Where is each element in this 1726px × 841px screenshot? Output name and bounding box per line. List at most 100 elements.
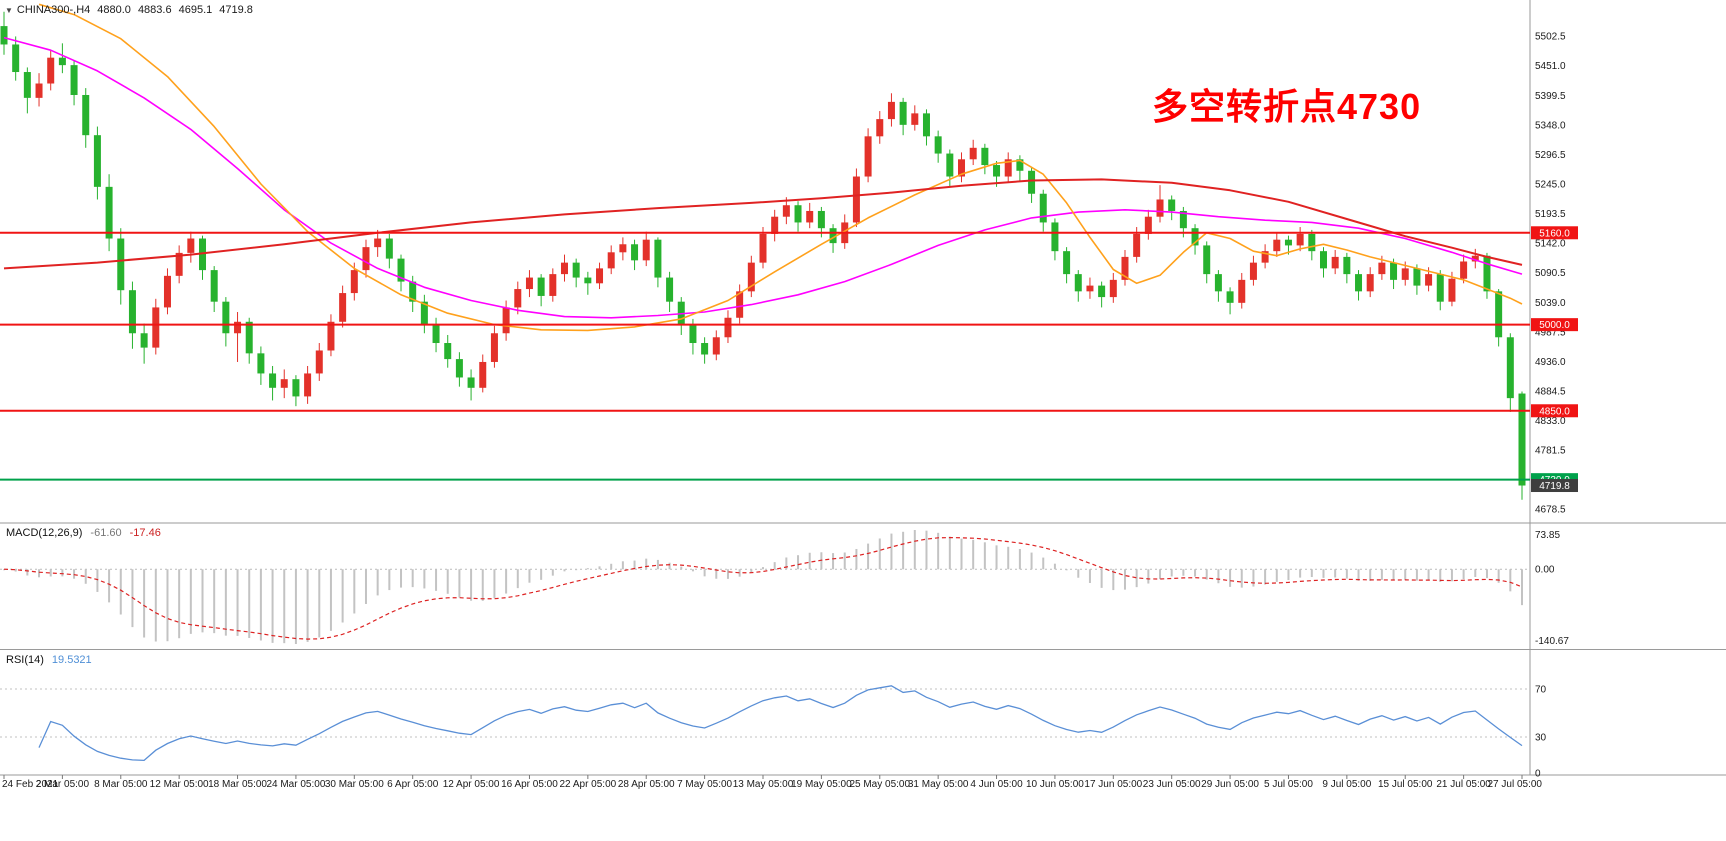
candle-body	[222, 301, 230, 334]
candle-body	[537, 277, 545, 296]
candle-body	[1214, 274, 1222, 292]
candle-body	[47, 57, 55, 84]
candle-body	[490, 333, 498, 362]
macd-histogram-bar	[948, 536, 951, 570]
macd-histogram-bar	[902, 531, 905, 570]
macd-histogram-bar	[1509, 569, 1512, 592]
price-axis-label: 4833.0	[1535, 416, 1566, 427]
macd-histogram-bar	[400, 569, 403, 588]
time-axis-label: 21 Jul 05:00	[1436, 779, 1491, 790]
candle-body	[1074, 274, 1082, 292]
macd-histogram-bar	[960, 538, 963, 570]
candle-body	[736, 291, 744, 318]
candle-body	[724, 317, 732, 338]
candle-body	[1238, 279, 1246, 303]
candle-body	[1355, 274, 1363, 292]
macd-histogram-bar	[621, 561, 624, 570]
hline-price-badge: 4850.0	[1539, 406, 1570, 417]
macd-histogram-bar	[1322, 569, 1325, 578]
candle-body	[794, 205, 802, 223]
macd-histogram-bar	[1135, 569, 1138, 588]
time-axis-label: 19 May 05:00	[791, 779, 852, 790]
macd-histogram-bar	[762, 567, 764, 570]
candle-body	[899, 101, 907, 125]
candle-body	[958, 159, 966, 177]
candle-body	[280, 379, 288, 388]
candle-body	[1273, 239, 1281, 252]
macd-histogram-bar	[1077, 569, 1080, 578]
candle-body	[572, 262, 580, 278]
macd-histogram-bar	[1264, 569, 1267, 585]
macd-histogram-bar	[808, 552, 811, 570]
candle-body	[946, 153, 954, 177]
candle-body	[1471, 255, 1479, 262]
macd-histogram-bar	[189, 569, 192, 634]
candle-body	[1319, 251, 1327, 269]
time-axis-label: 10 Jun 05:00	[1026, 779, 1084, 790]
ma-mid-orange	[38, 3, 1523, 332]
ohlc-open: 4880.0	[97, 4, 131, 16]
candle-body	[1063, 251, 1071, 275]
price-axis-label: 5348.0	[1535, 120, 1566, 131]
macd-histogram-bar	[154, 569, 157, 642]
macd-histogram-bar	[575, 569, 578, 571]
time-axis-label: 16 Apr 05:00	[501, 779, 558, 790]
macd-histogram-bar	[411, 569, 414, 588]
macd-histogram-bar	[633, 560, 636, 570]
support-resistance-lines[interactable]	[0, 231, 1530, 481]
macd-histogram-bar	[364, 569, 367, 604]
macd-histogram-bar	[937, 532, 940, 570]
candlestick-series[interactable]	[0, 11, 1526, 500]
macd-histogram-bar	[1065, 569, 1068, 571]
hline-price-badge-bg	[1531, 226, 1578, 240]
macd-histogram-bar	[1299, 569, 1302, 578]
macd-histogram-bar	[983, 542, 986, 570]
candle-body	[432, 324, 440, 344]
macd-histogram-bar	[318, 569, 321, 638]
macd-histogram-bar	[201, 569, 204, 633]
macd-histogram-bar	[726, 569, 729, 579]
macd-histogram-bar	[680, 566, 683, 570]
candle-body	[339, 293, 347, 322]
candle-body	[1109, 279, 1117, 298]
macd-histogram-bar	[1439, 569, 1442, 582]
time-axis-label: 27 Jul 05:00	[1488, 779, 1543, 790]
collapse-icon[interactable]: ▼	[5, 6, 13, 15]
time-axis-label: 29 Jun 05:00	[1201, 779, 1259, 790]
macd-histogram-bar	[96, 569, 99, 592]
candle-body	[701, 343, 709, 355]
candle-body	[409, 281, 417, 302]
macd-histogram-bar	[1170, 569, 1173, 577]
candle-body	[1506, 337, 1514, 399]
macd-histogram-bar	[773, 562, 776, 570]
macd-histogram-bar	[493, 569, 496, 599]
macd-histogram-bar	[1088, 569, 1091, 583]
macd-histogram-bar	[1345, 569, 1348, 579]
candle-body	[712, 337, 720, 355]
rsi-panel[interactable]: 70 30 0	[0, 685, 1547, 780]
macd-signal-line	[3, 536, 1523, 640]
candle-body	[362, 247, 370, 271]
macd-panel[interactable]: 73.85 0.00 -140.67	[0, 530, 1569, 647]
macd-histogram-bar	[645, 558, 648, 570]
candle-body	[1004, 159, 1012, 177]
candle-body	[560, 262, 568, 275]
time-axis-label: 24 Mar 05:00	[266, 779, 325, 790]
ma-fast-magenta	[3, 36, 1523, 319]
macd-histogram-bar	[178, 569, 181, 639]
candle-body	[502, 307, 510, 334]
macd-histogram-bar	[84, 569, 87, 584]
macd-histogram-bar	[143, 569, 146, 638]
candle-body	[455, 359, 463, 378]
price-axis[interactable]: 5502.5 5451.0 5399.5 5348.0 5296.5 5245.0 5193…	[1531, 32, 1578, 516]
macd-histogram-bar	[1415, 569, 1418, 581]
macd-histogram-bar	[832, 553, 835, 570]
candle-body	[105, 186, 113, 239]
rsi-name: RSI(14)	[6, 654, 44, 666]
candle-body	[350, 270, 358, 294]
candle-body	[1401, 268, 1409, 280]
macd-axis-min: -140.67	[1535, 636, 1569, 647]
